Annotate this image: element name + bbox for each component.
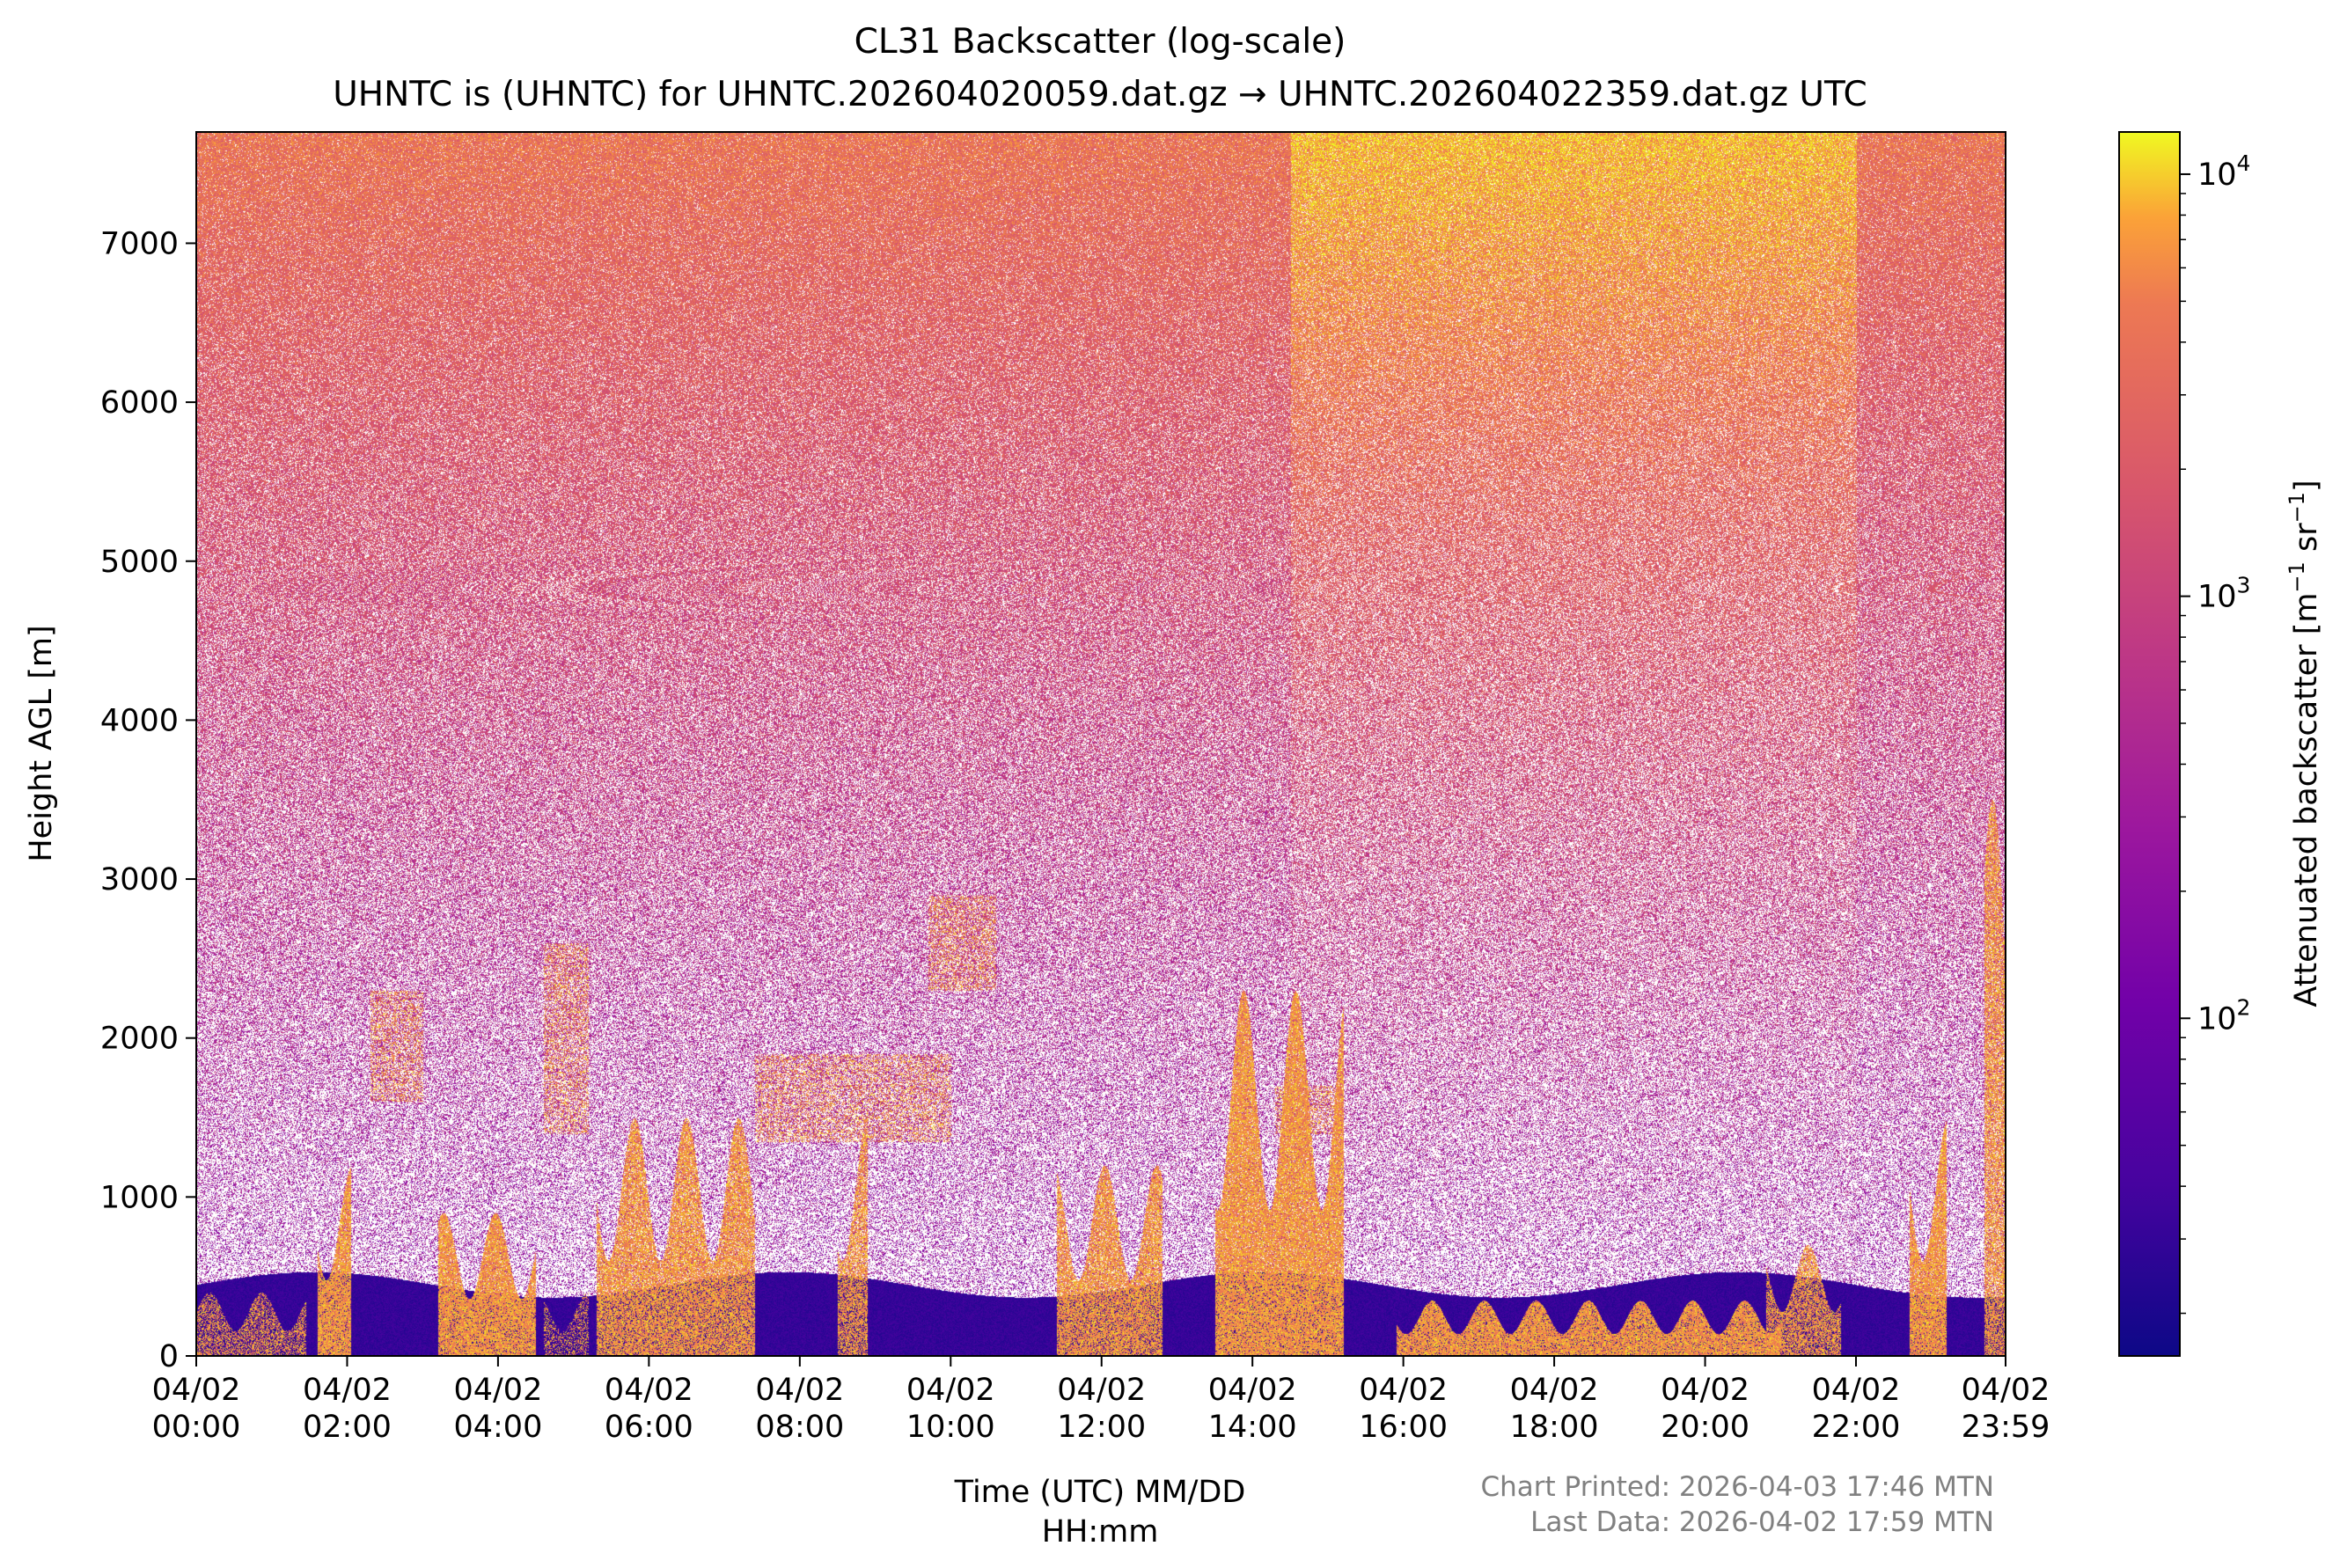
x-tick-time: 02:00: [303, 1410, 392, 1445]
x-tick-time: 10:00: [906, 1410, 995, 1445]
x-tick-date: 04/02: [605, 1373, 693, 1408]
chart-title: CL31 Backscatter (log-scale): [855, 22, 1346, 62]
colorbar: [2118, 131, 2181, 1357]
x-tick-time: 12:00: [1057, 1410, 1146, 1445]
heatmap-canvas: [196, 132, 2006, 1356]
y-axis: 0 1000 2000 3000 4000 5000 6000 7000: [100, 226, 196, 1374]
x-tick-time: 06:00: [605, 1410, 693, 1445]
chart-printed-note: Chart Printed: 2026-04-03 17:46 MTN: [1481, 1471, 1994, 1503]
colorbar-tick-label: 104: [2197, 150, 2250, 193]
x-tick-date: 04/02: [1359, 1373, 1448, 1408]
x-tick-date: 04/02: [152, 1373, 241, 1408]
x-axis-label: Time (UTC) MM/DD: [954, 1475, 1246, 1510]
x-tick-time: 14:00: [1208, 1410, 1297, 1445]
y-tick-label: 2000: [100, 1022, 179, 1057]
colorbar-tick-label: 103: [2197, 573, 2250, 615]
x-tick-date: 04/02: [1510, 1373, 1599, 1408]
x-tick-date: 04/02: [1962, 1373, 2050, 1408]
y-tick-label: 7000: [100, 226, 179, 261]
x-tick-time: 08:00: [755, 1410, 844, 1445]
x-tick-date: 04/02: [1057, 1373, 1146, 1408]
y-tick-label: 4000: [100, 703, 179, 738]
x-tick-date: 04/02: [1812, 1373, 1901, 1408]
y-tick-label: 3000: [100, 862, 179, 898]
y-tick-label: 5000: [100, 545, 179, 580]
colorbar-ticks: 102 103 104: [2180, 150, 2250, 1315]
x-tick-date: 04/02: [453, 1373, 542, 1408]
x-tick-time: 23:59: [1962, 1410, 2050, 1445]
colorbar-label: Attenuated backscatter [m−1 sr−1]: [2285, 480, 2324, 1007]
x-tick-time: 16:00: [1359, 1410, 1448, 1445]
x-axis-label-sub: HH:mm: [1042, 1514, 1159, 1550]
x-tick-date: 04/02: [755, 1373, 844, 1408]
y-tick-label: 0: [159, 1339, 179, 1374]
x-tick-time: 04:00: [453, 1410, 542, 1445]
x-tick-time: 20:00: [1661, 1410, 1749, 1445]
x-tick-date: 04/02: [1661, 1373, 1749, 1408]
last-data-note: Last Data: 2026-04-02 17:59 MTN: [1530, 1506, 1994, 1538]
y-tick-label: 6000: [100, 385, 179, 421]
x-tick-date: 04/02: [906, 1373, 995, 1408]
x-axis: 04/0200:0004/0202:0004/0204:0004/0206:00…: [152, 1356, 2050, 1445]
colorbar-tick-label: 102: [2197, 994, 2250, 1037]
heatmap-area: [196, 132, 2006, 1356]
x-tick-time: 18:00: [1510, 1410, 1599, 1445]
x-tick-time: 00:00: [152, 1410, 241, 1445]
x-tick-date: 04/02: [1208, 1373, 1297, 1408]
y-axis-label: Height AGL [m]: [24, 625, 59, 861]
x-tick-time: 22:00: [1812, 1410, 1901, 1445]
x-tick-date: 04/02: [303, 1373, 392, 1408]
y-tick-label: 1000: [100, 1180, 179, 1215]
chart-subtitle: UHNTC is (UHNTC) for UHNTC.202604020059.…: [333, 75, 1867, 114]
